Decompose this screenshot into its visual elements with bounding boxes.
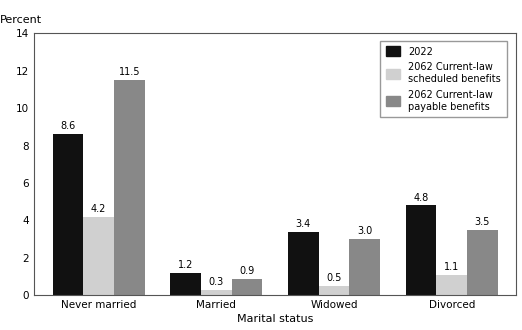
Bar	[232, 279, 262, 295]
Text: 4.2: 4.2	[91, 204, 106, 214]
Legend: 2022, 2062 Current-law
scheduled benefits, 2062 Current-law
payable benefits: 2022, 2062 Current-law scheduled benefit…	[380, 41, 507, 117]
Bar	[114, 80, 145, 295]
Text: 1.1: 1.1	[444, 262, 459, 272]
Text: 1.2: 1.2	[178, 260, 193, 270]
Text: 8.6: 8.6	[61, 121, 76, 131]
X-axis label: Marital status: Marital status	[237, 314, 313, 324]
Bar	[201, 290, 232, 295]
Text: 4.8: 4.8	[413, 193, 429, 203]
Bar	[84, 217, 114, 295]
Text: 0.3: 0.3	[209, 277, 224, 287]
Bar	[349, 239, 380, 295]
Text: 0.5: 0.5	[326, 273, 342, 283]
Text: 3.0: 3.0	[357, 226, 372, 236]
Text: 3.4: 3.4	[296, 219, 311, 229]
Bar	[406, 206, 436, 295]
Bar	[319, 286, 349, 295]
Bar	[170, 273, 201, 295]
Bar	[288, 232, 319, 295]
Text: Percent: Percent	[0, 15, 42, 25]
Bar	[467, 230, 497, 295]
Bar	[53, 134, 84, 295]
Text: 11.5: 11.5	[118, 67, 140, 77]
Bar	[436, 275, 467, 295]
Text: 3.5: 3.5	[474, 217, 490, 227]
Text: 0.9: 0.9	[239, 266, 255, 276]
